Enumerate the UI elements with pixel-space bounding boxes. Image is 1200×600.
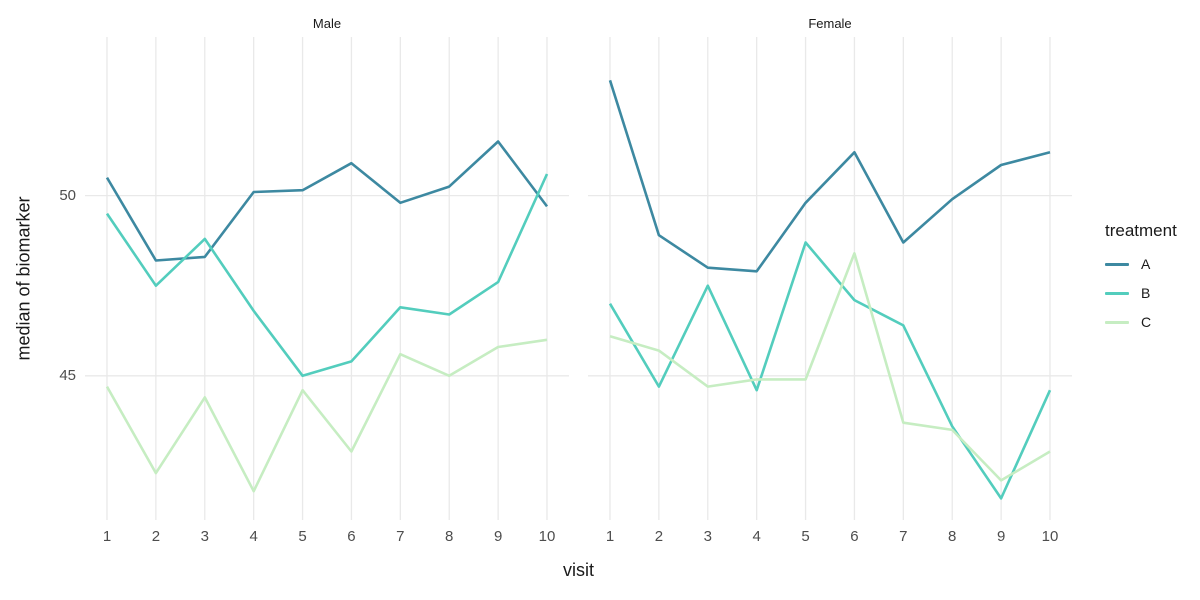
series-line-b xyxy=(105,173,549,378)
x-tick-label: 9 xyxy=(494,528,502,545)
facet-strip-label-male: Male xyxy=(312,16,342,31)
y-axis-title-wrap: median of biomarker xyxy=(0,37,48,520)
legend-item-a: A xyxy=(1105,253,1177,275)
plot-area-male: 1 2 3 4 5 6 7 8 9 10 xyxy=(85,37,569,545)
x-tick-label: 6 xyxy=(850,528,858,545)
legend-key-c xyxy=(1105,320,1129,324)
x-tick-label: 1 xyxy=(103,528,111,545)
x-tick-label: 5 xyxy=(298,528,306,545)
x-tick-label: 2 xyxy=(655,528,663,545)
series-line-c xyxy=(105,338,548,493)
legend-item-b: B xyxy=(1105,282,1177,304)
plot-area-female: 1 2 3 4 5 6 7 8 9 10 xyxy=(588,37,1072,545)
series-line-a xyxy=(105,140,549,262)
x-axis-title: visit xyxy=(563,560,594,580)
legend-key-b xyxy=(1105,291,1129,295)
x-tick-label: 8 xyxy=(948,528,956,545)
x-tick-label: 10 xyxy=(539,528,556,545)
x-tick-label: 1 xyxy=(606,528,614,545)
x-tick-label: 6 xyxy=(347,528,355,545)
series-line-c xyxy=(609,252,1051,482)
x-tick-label: 8 xyxy=(445,528,453,545)
series-line-a xyxy=(608,79,1051,273)
x-tick-label: 2 xyxy=(152,528,160,545)
x-tick-label: 5 xyxy=(801,528,809,545)
legend-title: treatment xyxy=(1105,221,1177,240)
y-tick-label: 45 xyxy=(59,366,76,384)
x-tick-label: 4 xyxy=(249,528,257,545)
series-line-b xyxy=(608,241,1052,500)
y-axis-title: median of biomarker xyxy=(13,196,34,361)
x-tick-label: 3 xyxy=(704,528,712,545)
legend-item-label: C xyxy=(1141,314,1152,330)
facet-strip-label-female: Female xyxy=(808,16,852,31)
legend-item-label: A xyxy=(1141,256,1151,272)
x-tick-label: 4 xyxy=(752,528,760,545)
x-tick-label: 10 xyxy=(1042,528,1059,545)
x-tick-label: 3 xyxy=(201,528,209,545)
legend-item-c: C xyxy=(1105,311,1177,333)
y-tick-label: 50 xyxy=(59,186,76,204)
legend-item-label: B xyxy=(1141,285,1151,301)
legend-key-a xyxy=(1105,262,1129,266)
x-tick-label: 7 xyxy=(396,528,404,545)
facet-panel-male: Male 1 2 3 4 5 6 7 8 9 10 xyxy=(85,10,569,559)
x-tick-label: 9 xyxy=(997,528,1005,545)
facet-panel-female: Female 1 2 3 4 5 6 7 8 9 10 xyxy=(588,10,1072,559)
x-tick-label: 7 xyxy=(899,528,907,545)
